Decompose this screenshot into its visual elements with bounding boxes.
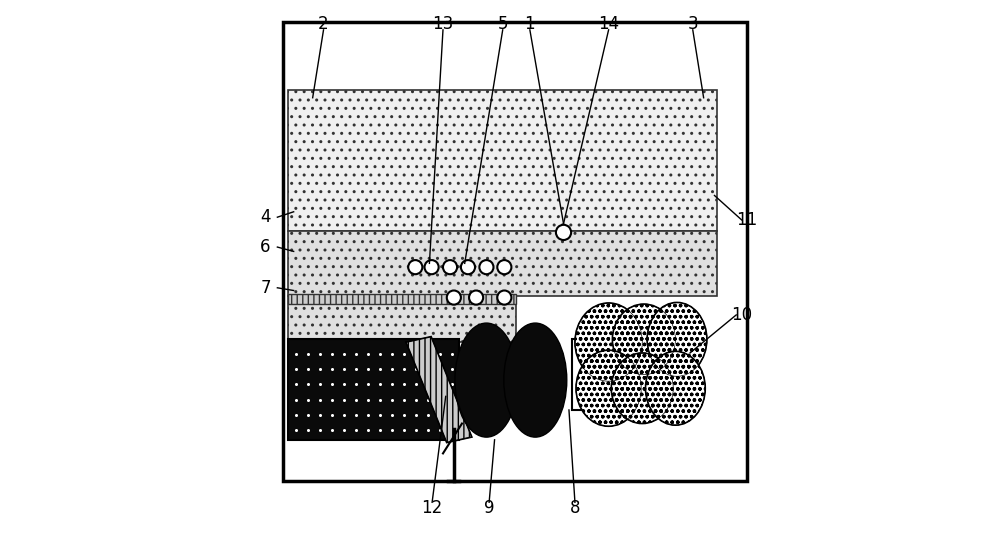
- Ellipse shape: [575, 303, 642, 381]
- Ellipse shape: [504, 323, 567, 437]
- Text: 4: 4: [260, 208, 271, 226]
- Text: 11: 11: [736, 211, 758, 229]
- Text: 12: 12: [422, 498, 443, 517]
- Text: 8: 8: [570, 498, 580, 517]
- Text: 5: 5: [497, 15, 508, 34]
- Text: 3: 3: [687, 15, 698, 34]
- Circle shape: [469, 291, 483, 305]
- Text: 2: 2: [318, 15, 329, 34]
- Circle shape: [497, 291, 511, 305]
- Text: 6: 6: [260, 238, 271, 256]
- Bar: [572, 339, 594, 410]
- Polygon shape: [406, 337, 472, 443]
- Bar: [283, 22, 747, 481]
- Circle shape: [443, 260, 457, 274]
- Text: 7: 7: [260, 279, 271, 297]
- Text: 13: 13: [432, 15, 454, 34]
- Text: 1: 1: [525, 15, 535, 34]
- Ellipse shape: [576, 350, 641, 426]
- Text: 14: 14: [598, 15, 619, 34]
- Ellipse shape: [455, 323, 518, 437]
- Bar: [288, 294, 516, 304]
- Circle shape: [425, 260, 439, 274]
- Ellipse shape: [612, 304, 675, 375]
- Ellipse shape: [647, 302, 707, 376]
- Circle shape: [479, 260, 493, 274]
- Circle shape: [497, 260, 511, 274]
- Bar: [288, 90, 717, 231]
- Text: 10: 10: [731, 306, 752, 324]
- Circle shape: [447, 291, 461, 305]
- Circle shape: [408, 260, 422, 274]
- Bar: [288, 339, 459, 440]
- Ellipse shape: [611, 353, 673, 424]
- Bar: [288, 231, 717, 296]
- Text: 9: 9: [484, 498, 494, 517]
- Ellipse shape: [646, 351, 705, 425]
- Circle shape: [556, 225, 571, 240]
- Bar: [288, 296, 516, 342]
- Circle shape: [461, 260, 475, 274]
